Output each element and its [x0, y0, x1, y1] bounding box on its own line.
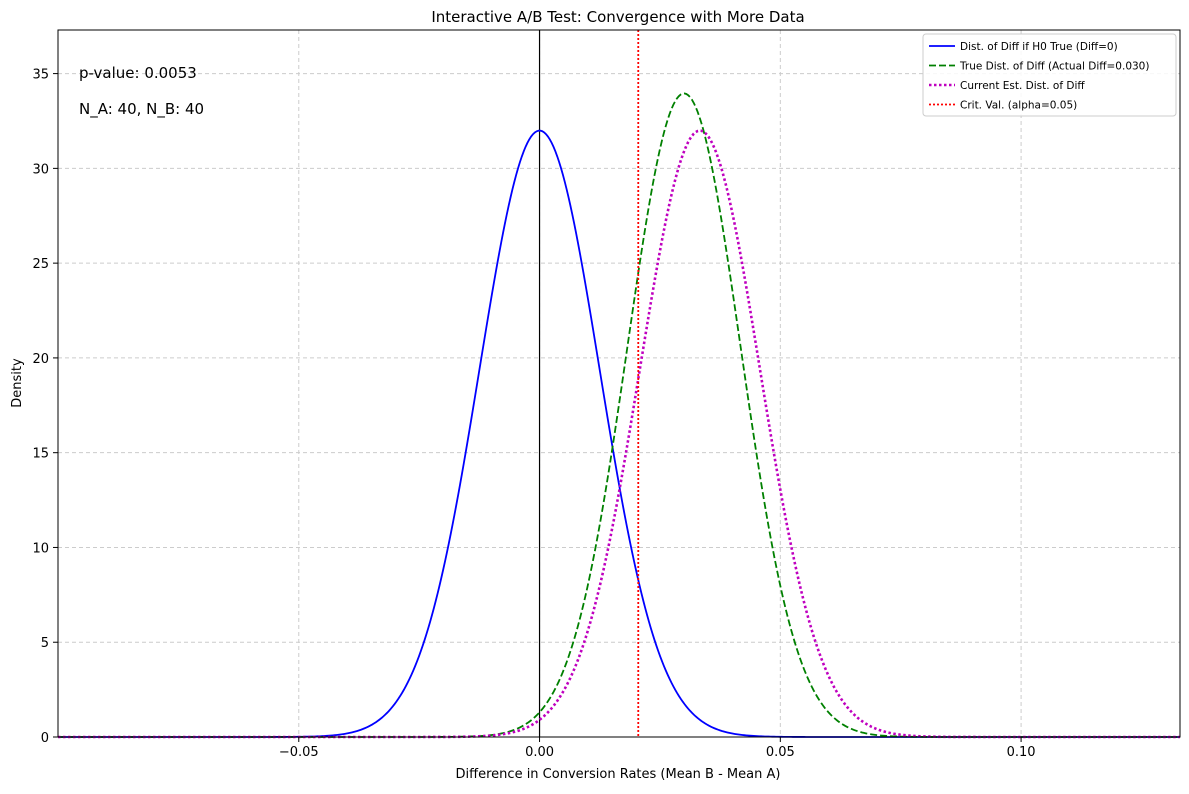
- y-tick-label: 30: [32, 162, 49, 177]
- y-tick-label: 25: [32, 257, 49, 272]
- y-axis-ticks: 0 5 10 15 20 25 30 35: [32, 68, 58, 746]
- plot-frame: [57, 29, 1181, 738]
- sample-size-annotation: N_A: 40, N_B: 40: [79, 100, 204, 119]
- legend: Dist. of Diff if H0 True (Diff=0) True Di…: [922, 33, 1177, 117]
- y-tick-label: 0: [41, 731, 49, 746]
- y-tick-label: 10: [32, 541, 49, 556]
- x-axis-ticks: −0.05 0.00 0.05 0.10: [279, 737, 1036, 760]
- y-tick-label: 15: [32, 447, 49, 462]
- x-tick-label: 0.00: [525, 745, 554, 760]
- y-tick-label: 35: [32, 68, 49, 83]
- p-value-annotation: p-value: 0.0053: [79, 64, 197, 82]
- legend-label: Crit. Val. (alpha=0.05): [960, 100, 1077, 112]
- legend-label: Dist. of Diff if H0 True (Diff=0): [960, 41, 1118, 53]
- legend-label: True Dist. of Diff (Actual Diff=0.030): [959, 61, 1149, 73]
- x-axis-label: Difference in Conversion Rates (Mean B -…: [456, 767, 781, 782]
- y-axis-label: Density: [10, 358, 25, 408]
- y-tick-label: 5: [41, 636, 49, 651]
- legend-label: Current Est. Dist. of Diff: [960, 80, 1085, 92]
- chart-title: Interactive A/B Test: Convergence with M…: [431, 8, 804, 26]
- legend-box: [922, 33, 1177, 117]
- x-tick-label: −0.05: [279, 745, 319, 760]
- x-tick-label: 0.05: [766, 745, 795, 760]
- x-tick-label: 0.10: [1007, 745, 1036, 760]
- y-tick-label: 20: [32, 352, 49, 367]
